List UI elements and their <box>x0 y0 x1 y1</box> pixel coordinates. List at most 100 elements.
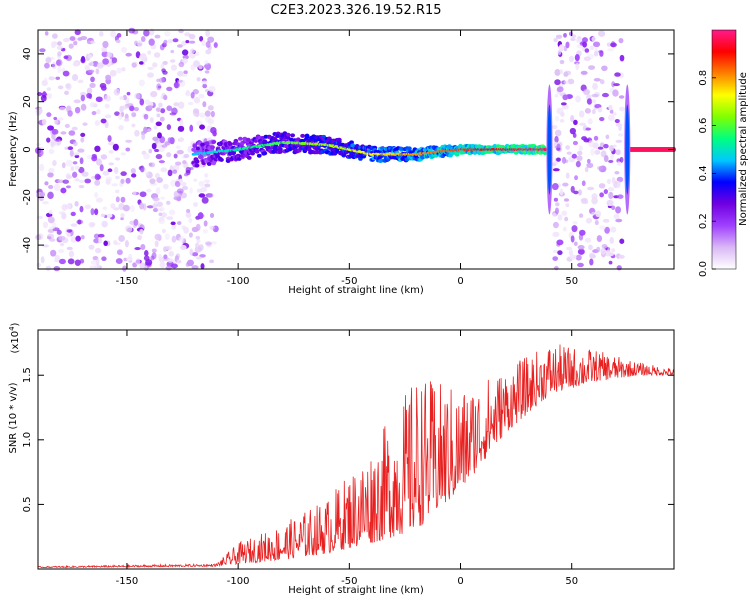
noise-speckle <box>57 65 62 74</box>
snr-series-line <box>37 344 675 569</box>
noise-speckle <box>152 208 158 213</box>
noise-speckle <box>80 132 86 138</box>
ridge-halo <box>194 159 200 164</box>
noise-speckle <box>205 29 210 37</box>
noise-speckle <box>80 94 86 102</box>
noise-speckle <box>594 219 599 226</box>
noise-speckle <box>178 61 185 68</box>
noise-speckle <box>119 96 124 100</box>
noise-speckle <box>88 244 95 250</box>
noise-speckle <box>41 118 47 126</box>
noise-speckle <box>154 240 159 248</box>
noise-speckle <box>48 148 55 155</box>
noise-speckle <box>609 144 614 152</box>
noise-speckle <box>94 208 99 216</box>
noise-speckle <box>559 118 565 123</box>
noise-speckle <box>57 117 64 121</box>
noise-speckle <box>114 157 121 161</box>
noise-speckle <box>96 109 101 115</box>
noise-speckle <box>167 258 174 263</box>
ridge-halo <box>211 140 217 145</box>
noise-speckle <box>592 82 598 90</box>
noise-speckle <box>47 172 54 178</box>
noise-speckle <box>599 50 604 57</box>
noise-speckle <box>619 106 626 112</box>
noise-speckle <box>195 256 202 260</box>
x-tick-label: -100 <box>227 276 250 287</box>
noise-speckle <box>158 212 163 216</box>
noise-speckle <box>101 256 107 261</box>
noise-speckle <box>169 59 176 63</box>
noise-speckle <box>153 200 159 205</box>
noise-speckle <box>81 171 89 177</box>
noise-speckle <box>47 191 54 200</box>
noise-speckle <box>168 209 176 216</box>
noise-speckle <box>572 132 577 138</box>
noise-speckle <box>585 127 591 131</box>
noise-speckle <box>593 135 599 141</box>
noise-speckle <box>48 226 55 230</box>
noise-speckle <box>577 244 585 250</box>
noise-speckle <box>60 131 67 135</box>
noise-speckle <box>588 244 593 251</box>
noise-speckle <box>598 183 606 189</box>
noise-speckle <box>122 94 127 101</box>
noise-speckle <box>581 37 588 43</box>
noise-speckle <box>202 101 207 108</box>
noise-speckle <box>605 134 610 140</box>
noise-speckle <box>80 57 86 64</box>
noise-speckle <box>129 105 135 112</box>
noise-speckle <box>172 38 179 43</box>
noise-speckle <box>70 166 75 171</box>
noise-speckle <box>57 85 64 90</box>
noise-speckle <box>102 206 108 211</box>
noise-speckle <box>42 200 49 205</box>
noise-speckle <box>128 27 136 34</box>
noise-speckle <box>569 254 577 260</box>
noise-speckle <box>147 101 154 107</box>
noise-speckle <box>100 213 106 218</box>
noise-speckle <box>584 48 590 53</box>
noise-speckle <box>129 204 135 213</box>
noise-speckle <box>574 54 580 62</box>
noise-speckle <box>120 213 125 218</box>
noise-speckle <box>194 51 200 57</box>
noise-speckle <box>94 179 101 186</box>
noise-speckle <box>614 182 621 189</box>
noise-speckle <box>116 249 123 256</box>
noise-speckle <box>36 142 41 147</box>
noise-speckle <box>154 233 162 241</box>
snr-y-label: SNR (10 * v/v) <box>8 382 19 453</box>
noise-speckle <box>69 149 74 157</box>
colorbar-tick-label: 0.4 <box>698 165 709 181</box>
noise-speckle <box>63 55 69 60</box>
noise-speckle <box>191 252 199 257</box>
noise-speckle <box>160 167 168 173</box>
noise-speckle <box>51 41 58 47</box>
noise-speckle <box>578 110 585 118</box>
noise-speckle <box>102 40 109 49</box>
noise-speckle <box>95 96 103 103</box>
ridge-halo <box>250 151 255 156</box>
ridge-halo <box>233 138 239 143</box>
noise-speckle <box>94 120 100 126</box>
noise-speckle <box>565 203 570 208</box>
noise-speckle <box>609 109 614 114</box>
noise-speckle <box>564 216 569 222</box>
noise-speckle <box>554 135 559 144</box>
noise-speckle <box>554 265 559 271</box>
noise-speckle <box>614 118 620 124</box>
noise-speckle <box>40 94 47 102</box>
noise-speckle <box>93 233 100 239</box>
noise-speckle <box>88 222 95 228</box>
noise-speckle <box>36 262 42 267</box>
noise-speckle <box>204 110 211 117</box>
signal-ridge <box>191 131 676 168</box>
noise-speckle <box>65 159 73 167</box>
noise-speckle <box>595 210 602 218</box>
noise-speckle <box>586 158 591 164</box>
noise-speckle <box>46 87 52 91</box>
noise-speckle <box>178 137 185 142</box>
noise-speckle <box>123 118 130 122</box>
